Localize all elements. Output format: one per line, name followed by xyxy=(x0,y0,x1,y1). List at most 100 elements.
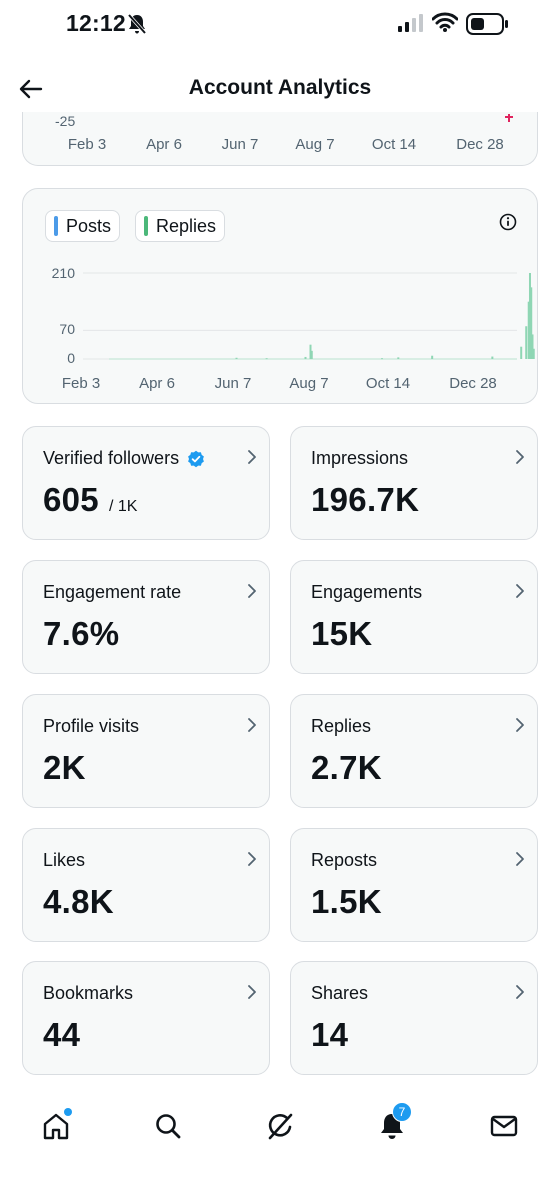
metric-value: 2.7K xyxy=(311,749,382,786)
chart-bar xyxy=(530,287,533,359)
y-tick-label: 70 xyxy=(59,321,75,337)
metric-value: 44 xyxy=(43,1016,81,1053)
metric-sub-value: / 1K xyxy=(108,498,138,515)
metric-card-profile-visits[interactable]: Profile visits 2K xyxy=(22,694,270,808)
chart-bar xyxy=(397,357,400,359)
metric-card-reposts[interactable]: Reposts 1.5K xyxy=(290,828,538,942)
metric-card-replies[interactable]: Replies 2.7K xyxy=(290,694,538,808)
legend-swatch-replies xyxy=(144,216,148,236)
chart-bar xyxy=(528,273,531,359)
x-tick-label: Oct 14 xyxy=(365,375,411,392)
arrow-left-icon xyxy=(19,79,43,99)
metric-value: 196.7K xyxy=(311,481,420,518)
chart-bar xyxy=(491,356,494,359)
metric-card-bookmarks[interactable]: Bookmarks 44 xyxy=(22,961,270,1075)
chevron-right-icon xyxy=(515,851,525,872)
chevron-right-icon xyxy=(247,583,257,604)
metric-label: Reposts xyxy=(311,850,378,870)
notification-count-badge: 7 xyxy=(392,1102,412,1122)
messages-icon xyxy=(490,1115,518,1137)
wifi-icon xyxy=(431,12,459,37)
chevron-right-icon xyxy=(247,851,257,872)
x-tick-label: Aug 7 xyxy=(295,136,335,153)
chart-bar xyxy=(520,346,523,359)
metric-card-engagements[interactable]: Engagements 15K xyxy=(290,560,538,674)
metric-label-row: Verified followers xyxy=(43,448,205,469)
metric-label: Likes xyxy=(43,850,86,870)
grok-icon xyxy=(268,1113,293,1140)
x-tick-label: Feb 3 xyxy=(67,136,107,153)
chevron-right-icon xyxy=(515,717,525,738)
info-icon[interactable] xyxy=(499,213,517,236)
metric-card-likes[interactable]: Likes 4.8K xyxy=(22,828,270,942)
nav-notifications[interactable]: 7 xyxy=(372,1102,412,1146)
bell-muted-icon xyxy=(127,13,147,40)
x-tick-label: Apr 6 xyxy=(146,136,182,153)
metric-label: Engagement rate xyxy=(43,582,182,602)
nav-search[interactable] xyxy=(148,1106,188,1146)
status-bar: 12:12 xyxy=(0,0,560,50)
legend-label: Posts xyxy=(66,215,112,236)
nav-grok[interactable] xyxy=(260,1106,300,1146)
x-tick-label: Dec 28 xyxy=(456,136,504,153)
legend-posts[interactable]: Posts xyxy=(45,210,121,242)
metric-value: 14 xyxy=(311,1016,349,1053)
nav-home[interactable] xyxy=(36,1106,76,1146)
chart-bar xyxy=(310,350,313,359)
cellular-signal-icon xyxy=(398,14,424,37)
metric-value: 15K xyxy=(311,615,373,652)
chevron-right-icon xyxy=(515,984,525,1005)
chevron-right-icon xyxy=(247,717,257,738)
metric-card-impressions[interactable]: Impressions 196.7K xyxy=(290,426,538,540)
nav-messages[interactable] xyxy=(484,1106,524,1146)
page-title: Account Analytics xyxy=(188,76,372,99)
header: Account Analytics xyxy=(0,66,560,112)
x-tick-label: Jun 7 xyxy=(221,136,259,153)
chart-marker xyxy=(505,114,513,122)
x-tick-label: Jun 7 xyxy=(214,375,252,392)
chart-bar xyxy=(525,326,528,359)
x-tick-label: Dec 28 xyxy=(449,375,497,392)
legend-replies[interactable]: Replies xyxy=(135,210,226,242)
metric-value: 4.8K xyxy=(43,883,114,920)
metric-card-engagement-rate[interactable]: Engagement rate 7.6% xyxy=(22,560,270,674)
battery-icon xyxy=(466,12,510,41)
chart-plot xyxy=(83,272,535,360)
y-tick-label: 0 xyxy=(67,350,75,366)
bottom-nav: 7 xyxy=(0,1088,560,1200)
posts-replies-chart-card: Posts Replies 210 70 0 Feb 3 Apr 6 Jun 7… xyxy=(22,188,538,404)
metric-value: 7.6% xyxy=(43,615,120,652)
metric-value: 1.5K xyxy=(311,883,382,920)
chart-bar xyxy=(235,357,238,359)
metric-card-verified-followers[interactable]: Verified followers 605 / 1K xyxy=(22,426,270,540)
verified-badge-icon xyxy=(187,450,205,468)
legend-label: Replies xyxy=(156,215,217,236)
metric-label: Impressions xyxy=(311,448,409,468)
chevron-right-icon xyxy=(515,449,525,470)
metric-value: 2K xyxy=(43,749,86,786)
metric-label: Verified followers xyxy=(43,448,180,468)
chart-bar xyxy=(380,358,383,360)
metric-label: Replies xyxy=(311,716,372,736)
metric-label: Bookmarks xyxy=(43,983,134,1003)
chart-bar xyxy=(265,358,268,360)
chevron-right-icon xyxy=(247,449,257,470)
chart-bar xyxy=(531,334,534,359)
unread-dot xyxy=(64,1108,72,1116)
chart-bar xyxy=(304,356,307,359)
y-tick-label: -25 xyxy=(55,113,76,129)
chart-bar xyxy=(431,355,434,359)
metric-card-shares[interactable]: Shares 14 xyxy=(290,961,538,1075)
chart-bar xyxy=(532,348,535,359)
metric-label: Shares xyxy=(311,983,369,1003)
y-tick-label: 210 xyxy=(51,265,75,281)
chart-bar xyxy=(309,344,312,359)
x-tick-label: Feb 3 xyxy=(61,375,101,392)
search-icon xyxy=(156,1114,181,1139)
back-button[interactable] xyxy=(16,74,46,104)
metric-value-row: 605 / 1K xyxy=(43,481,137,519)
x-tick-label: Oct 14 xyxy=(371,136,417,153)
x-tick-label: Aug 7 xyxy=(289,375,329,392)
x-tick-label: Apr 6 xyxy=(139,375,175,392)
status-time: 12:12 xyxy=(66,10,126,36)
